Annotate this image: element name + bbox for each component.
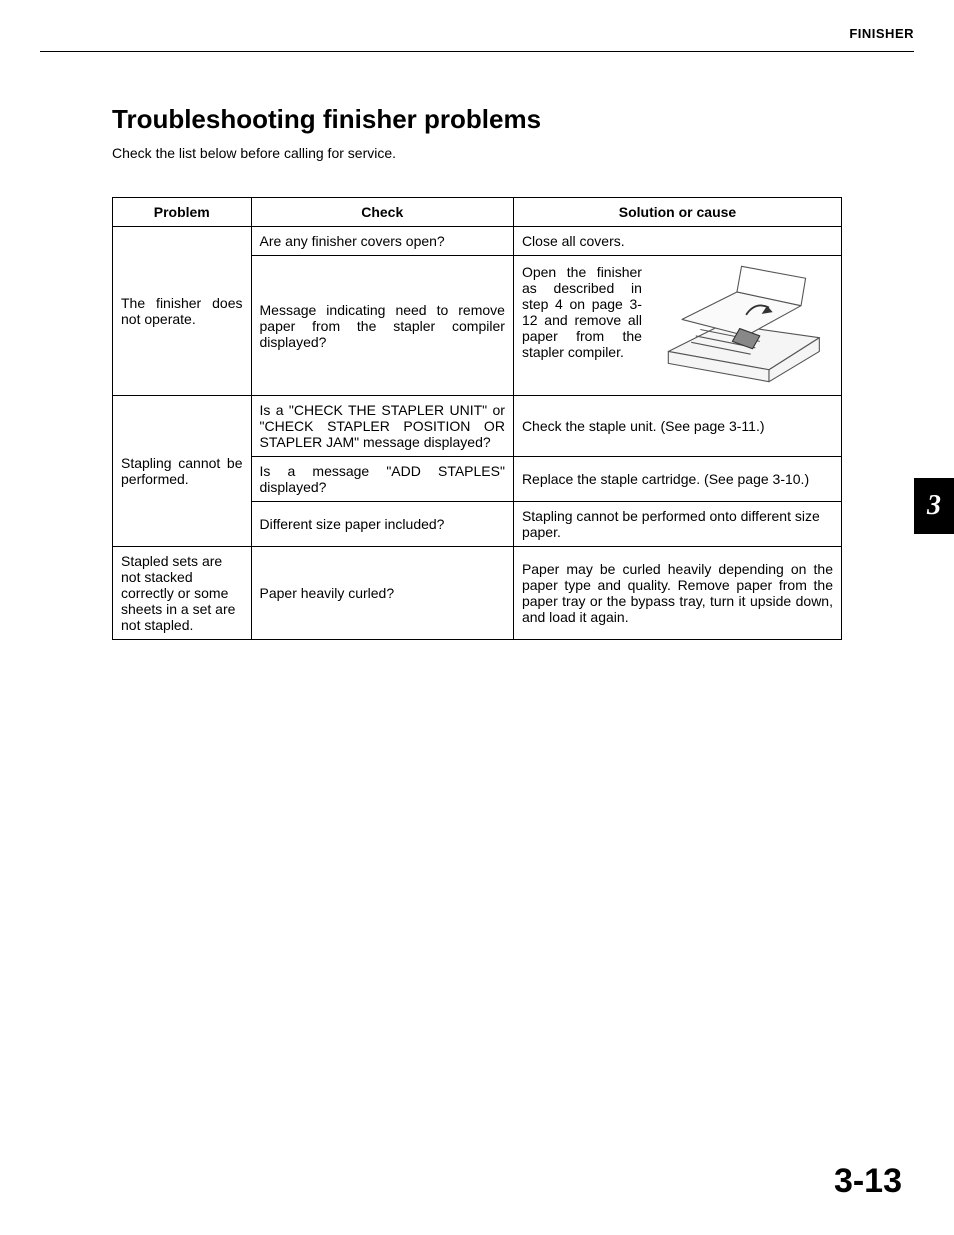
col-header-check: Check	[251, 198, 513, 227]
cell-check: Is a "CHECK THE STAPLER UNIT" or "CHECK …	[251, 396, 513, 457]
table-row: The finisher does not operate. Are any f…	[113, 227, 842, 256]
header-section-label: FINISHER	[40, 26, 914, 51]
col-header-solution: Solution or cause	[513, 198, 841, 227]
troubleshooting-table: Problem Check Solution or cause The fini…	[112, 197, 842, 640]
table-header-row: Problem Check Solution or cause	[113, 198, 842, 227]
cell-check: Are any finisher covers open?	[251, 227, 513, 256]
page-number: 3-13	[834, 1162, 902, 1201]
content-area: Troubleshooting finisher problems Check …	[40, 104, 914, 640]
cell-check: Paper heavily curled?	[251, 547, 513, 640]
cell-problem: Stapled sets are not stacked correctly o…	[113, 547, 252, 640]
intro-text: Check the list below before calling for …	[112, 145, 842, 161]
cell-solution: Replace the staple cartridge. (See page …	[513, 457, 841, 502]
cell-solution: Close all covers.	[513, 227, 841, 256]
cell-check: Different size paper included?	[251, 502, 513, 547]
cell-check: Is a message "ADD STAPLES" displayed?	[251, 457, 513, 502]
table-row: Stapled sets are not stacked correctly o…	[113, 547, 842, 640]
page-title: Troubleshooting finisher problems	[112, 104, 842, 135]
cell-solution: Open the finisher as described in step 4…	[513, 256, 841, 396]
col-header-problem: Problem	[113, 198, 252, 227]
finisher-open-illustration	[650, 264, 833, 387]
cell-solution: Paper may be curled heavily depending on…	[513, 547, 841, 640]
cell-solution: Check the staple unit. (See page 3-11.)	[513, 396, 841, 457]
chapter-tab: 3	[914, 478, 954, 534]
cell-problem: Stapling cannot be performed.	[113, 396, 252, 547]
cell-check: Message indicating need to remove paper …	[251, 256, 513, 396]
header-rule	[40, 51, 914, 52]
cell-solution: Stapling cannot be performed onto differ…	[513, 502, 841, 547]
cell-problem: The finisher does not operate.	[113, 227, 252, 396]
solution-text: Open the finisher as described in step 4…	[522, 264, 642, 387]
page: FINISHER Troubleshooting finisher proble…	[0, 0, 954, 1235]
table-row: Stapling cannot be performed. Is a "CHEC…	[113, 396, 842, 457]
